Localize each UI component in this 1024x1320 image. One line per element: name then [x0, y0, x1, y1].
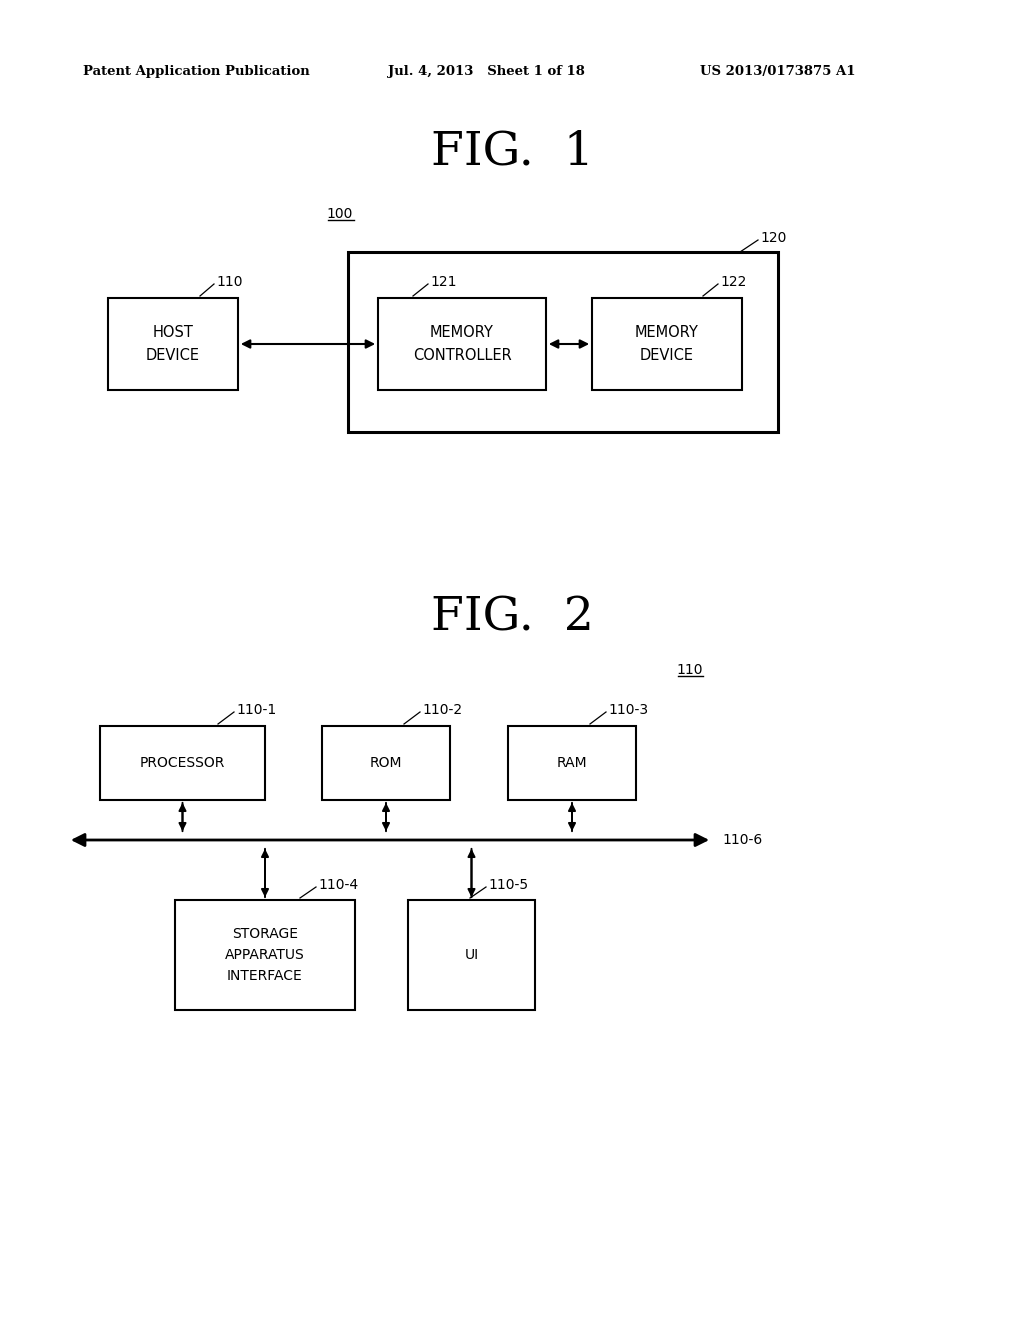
Text: 110: 110 — [216, 275, 243, 289]
Text: 110-3: 110-3 — [608, 704, 648, 717]
FancyBboxPatch shape — [378, 298, 546, 389]
FancyBboxPatch shape — [408, 900, 535, 1010]
Text: 110-5: 110-5 — [488, 878, 528, 892]
Text: Jul. 4, 2013   Sheet 1 of 18: Jul. 4, 2013 Sheet 1 of 18 — [388, 66, 585, 78]
Text: UI: UI — [465, 948, 478, 962]
FancyBboxPatch shape — [108, 298, 238, 389]
Text: 110: 110 — [677, 663, 703, 677]
Text: 121: 121 — [430, 275, 457, 289]
Text: PROCESSOR: PROCESSOR — [140, 756, 225, 770]
Text: 120: 120 — [760, 231, 786, 246]
Text: 110-1: 110-1 — [236, 704, 276, 717]
Text: MEMORY
CONTROLLER: MEMORY CONTROLLER — [413, 326, 511, 363]
Text: Patent Application Publication: Patent Application Publication — [83, 66, 309, 78]
FancyBboxPatch shape — [322, 726, 450, 800]
Text: ROM: ROM — [370, 756, 402, 770]
FancyBboxPatch shape — [508, 726, 636, 800]
Text: US 2013/0173875 A1: US 2013/0173875 A1 — [700, 66, 855, 78]
Text: 110-2: 110-2 — [422, 704, 462, 717]
Text: 100: 100 — [327, 207, 353, 220]
Text: STORAGE
APPARATUS
INTERFACE: STORAGE APPARATUS INTERFACE — [225, 928, 305, 982]
Text: FIG.  2: FIG. 2 — [430, 595, 594, 640]
FancyBboxPatch shape — [348, 252, 778, 432]
FancyBboxPatch shape — [100, 726, 265, 800]
Text: RAM: RAM — [557, 756, 588, 770]
FancyBboxPatch shape — [175, 900, 355, 1010]
Text: 110-4: 110-4 — [318, 878, 358, 892]
Text: HOST
DEVICE: HOST DEVICE — [146, 326, 200, 363]
Text: 122: 122 — [720, 275, 746, 289]
Text: MEMORY
DEVICE: MEMORY DEVICE — [635, 326, 699, 363]
FancyBboxPatch shape — [592, 298, 742, 389]
Text: 110-6: 110-6 — [722, 833, 762, 847]
Text: FIG.  1: FIG. 1 — [430, 129, 594, 174]
